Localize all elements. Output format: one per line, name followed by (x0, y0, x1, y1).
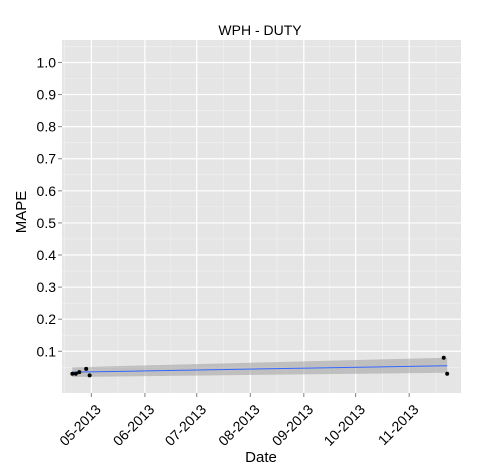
x-axis-ticks: 05-2013 06-2013 07-2013 08-2013 09-2013 10-20… (56, 393, 422, 449)
confidence-band (72, 357, 448, 377)
y-axis-ticks: 0.1 0.2 0.3 0.4 0.5 0.6 0.7 0.8 0.9 1.0 (37, 54, 62, 359)
y-tick-label: 0.8 (37, 119, 57, 135)
y-axis-label: MAPE (13, 191, 30, 234)
y-tick-label: 0.6 (37, 183, 57, 199)
y-tick-label: 0.4 (37, 247, 57, 263)
data-points (70, 355, 450, 378)
x-axis-label: Date (245, 449, 277, 466)
y-tick-label: 1.0 (37, 54, 57, 70)
data-point (77, 370, 82, 375)
y-tick-label: 0.7 (37, 151, 57, 167)
y-tick-label: 0.1 (37, 343, 57, 359)
data-point (87, 373, 92, 378)
x-tick-label: 05-2013 (56, 401, 104, 449)
grid-minor (62, 40, 461, 393)
x-tick-label: 06-2013 (110, 401, 158, 449)
y-tick-label: 0.3 (37, 279, 57, 295)
x-tick-label: 07-2013 (162, 401, 210, 449)
data-point (73, 371, 78, 376)
y-tick-label: 0.2 (37, 311, 57, 327)
y-tick-label: 0.9 (37, 87, 57, 103)
x-tick-label: 11-2013 (375, 401, 422, 448)
x-tick-label: 09-2013 (269, 401, 317, 449)
y-tick-label: 0.5 (37, 215, 57, 231)
data-point (445, 371, 450, 376)
chart-title: WPH - DUTY (218, 22, 302, 38)
plot-panel (62, 40, 461, 393)
data-point (84, 366, 89, 371)
trend-line (72, 365, 448, 373)
data-point (70, 371, 75, 376)
x-tick-label: 08-2013 (215, 401, 263, 449)
x-tick-label: 10-2013 (320, 401, 368, 449)
grid-major (62, 40, 461, 393)
data-point (441, 355, 446, 360)
